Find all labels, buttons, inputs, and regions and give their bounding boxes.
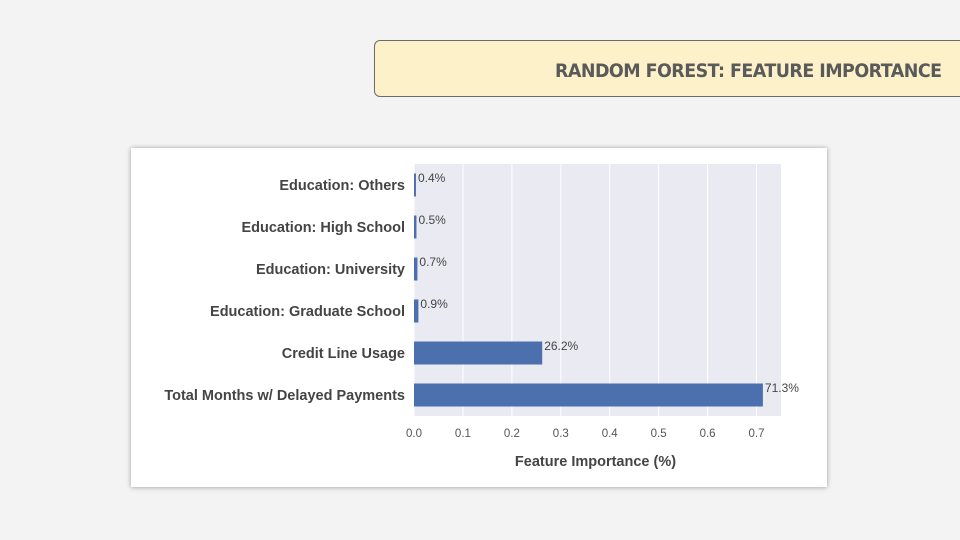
bar (414, 257, 418, 281)
bar (414, 173, 416, 197)
chart-card: Education: Others Education: High School E… (131, 148, 827, 487)
title-banner: Random Forest: Feature Importance (374, 40, 960, 97)
x-tick-labels: 0.0 0.1 0.2 0.3 0.4 0.5 0.6 0.7 (406, 428, 765, 440)
bar (414, 383, 763, 407)
category-label: Education: Others (279, 178, 405, 194)
slide-title: Random Forest: Feature Importance (555, 60, 942, 82)
plot-area (414, 164, 781, 416)
data-label: 0.4% (418, 171, 446, 185)
category-label: Education: University (256, 262, 405, 278)
category-label: Education: High School (241, 220, 405, 236)
grid-lines (413, 164, 758, 416)
bar (414, 215, 417, 239)
x-tick-label: 0.2 (504, 428, 520, 440)
category-label: Total Months w/ Delayed Payments (164, 388, 405, 404)
data-label: 0.9% (420, 297, 448, 311)
data-label: 0.7% (419, 255, 447, 269)
data-label: 26.2% (544, 339, 578, 353)
category-labels: Education: Others Education: High School E… (164, 178, 405, 404)
x-tick-label: 0.3 (553, 428, 569, 440)
x-tick-label: 0.0 (406, 428, 422, 440)
x-tick-label: 0.6 (700, 428, 716, 440)
feature-importance-chart: Education: Others Education: High School E… (164, 164, 799, 470)
category-label: Education: Graduate School (210, 304, 405, 320)
data-label: 71.3% (765, 381, 799, 395)
x-tick-label: 0.7 (749, 428, 765, 440)
x-tick-label: 0.1 (455, 428, 471, 440)
x-axis-label: Feature Importance (%) (515, 454, 676, 470)
bar (414, 299, 419, 323)
x-tick-label: 0.5 (651, 428, 667, 440)
x-tick-label: 0.4 (602, 428, 619, 440)
bars (414, 173, 763, 407)
data-label: 0.5% (418, 213, 446, 227)
bar (414, 341, 543, 365)
category-label: Credit Line Usage (282, 346, 405, 362)
value-labels: 0.4% 0.5% 0.7% 0.9% 26.2% 71.3% (418, 171, 799, 395)
